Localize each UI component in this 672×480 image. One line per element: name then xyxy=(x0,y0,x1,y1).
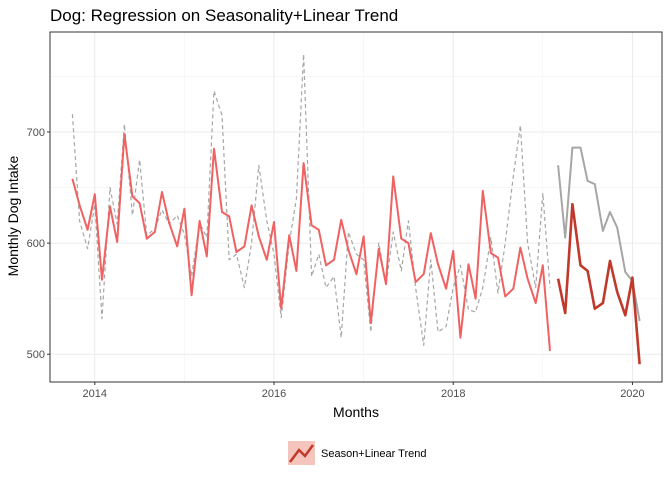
plot-area xyxy=(49,31,663,383)
y-tick-label: 600 xyxy=(27,238,45,250)
y-tick-label: 700 xyxy=(27,127,45,139)
plot-border xyxy=(49,31,663,383)
plot-background xyxy=(50,32,662,382)
x-tick-label: 2016 xyxy=(262,388,286,400)
x-axis: 2014 2016 2018 2020 xyxy=(83,382,645,400)
x-tick-label: 2018 xyxy=(441,388,465,400)
y-axis-title: Monthly Dog Intake xyxy=(5,155,21,276)
legend-key-line xyxy=(289,444,315,463)
legend: Season+Linear Trend xyxy=(288,441,427,465)
x-tick-label: 2020 xyxy=(620,388,644,400)
series-line-fitted xyxy=(71,133,551,351)
legend-label: Season+Linear Trend xyxy=(321,448,427,460)
x-tick-label: 2014 xyxy=(83,388,107,400)
chart-title: Dog: Regression on Seasonality+Linear Tr… xyxy=(50,6,398,25)
y-axis: 500 600 700 xyxy=(27,127,50,361)
y-tick-label: 500 xyxy=(27,349,45,361)
series-line-actual-holdout xyxy=(557,146,641,322)
series-line-forecast xyxy=(556,202,641,365)
x-axis-title: Months xyxy=(333,404,379,420)
series-line-actual xyxy=(71,53,551,346)
